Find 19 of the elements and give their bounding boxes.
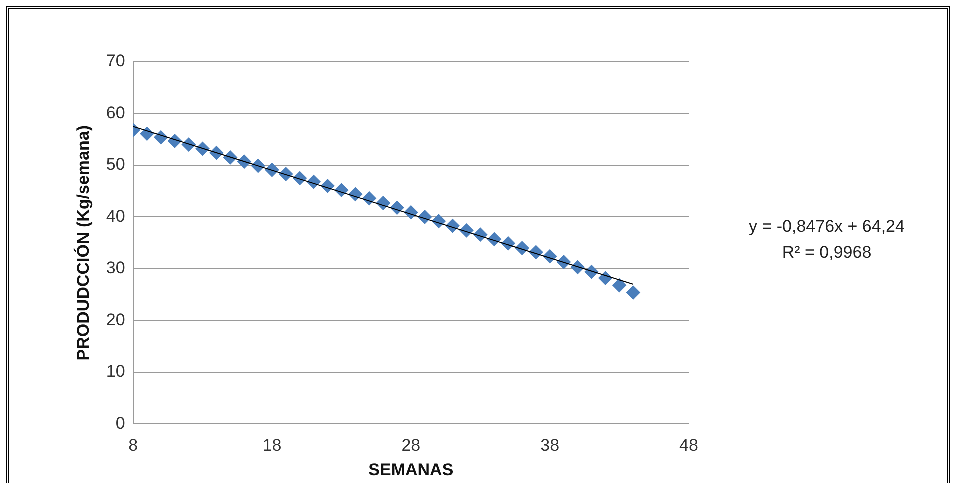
y-tick-label: 30	[106, 258, 126, 278]
y-tick-label: 60	[106, 103, 126, 122]
y-tick-label: 10	[106, 362, 126, 382]
x-axis-title: SEMANAS	[368, 460, 454, 480]
y-tick-label: 20	[106, 310, 126, 330]
y-axis-title: PRODUDCCIÓN (Kg/semana)	[72, 126, 93, 361]
x-tick-label: 8	[128, 436, 138, 456]
y-tick-label: 40	[106, 206, 126, 226]
point	[612, 278, 627, 293]
x-tick-label: 48	[680, 436, 698, 456]
text: R² = 0,9968	[781, 242, 873, 264]
text: y = -0,8476x + 64,24	[748, 216, 906, 238]
y-tick-label: 70	[106, 52, 126, 71]
x-tick-label: 28	[402, 436, 421, 456]
x-tick-label: 18	[262, 436, 282, 456]
point	[626, 286, 640, 300]
y-tick-label: 0	[116, 414, 126, 433]
x-tick-label: 38	[540, 436, 560, 456]
y-tick-label: 50	[106, 155, 126, 174]
